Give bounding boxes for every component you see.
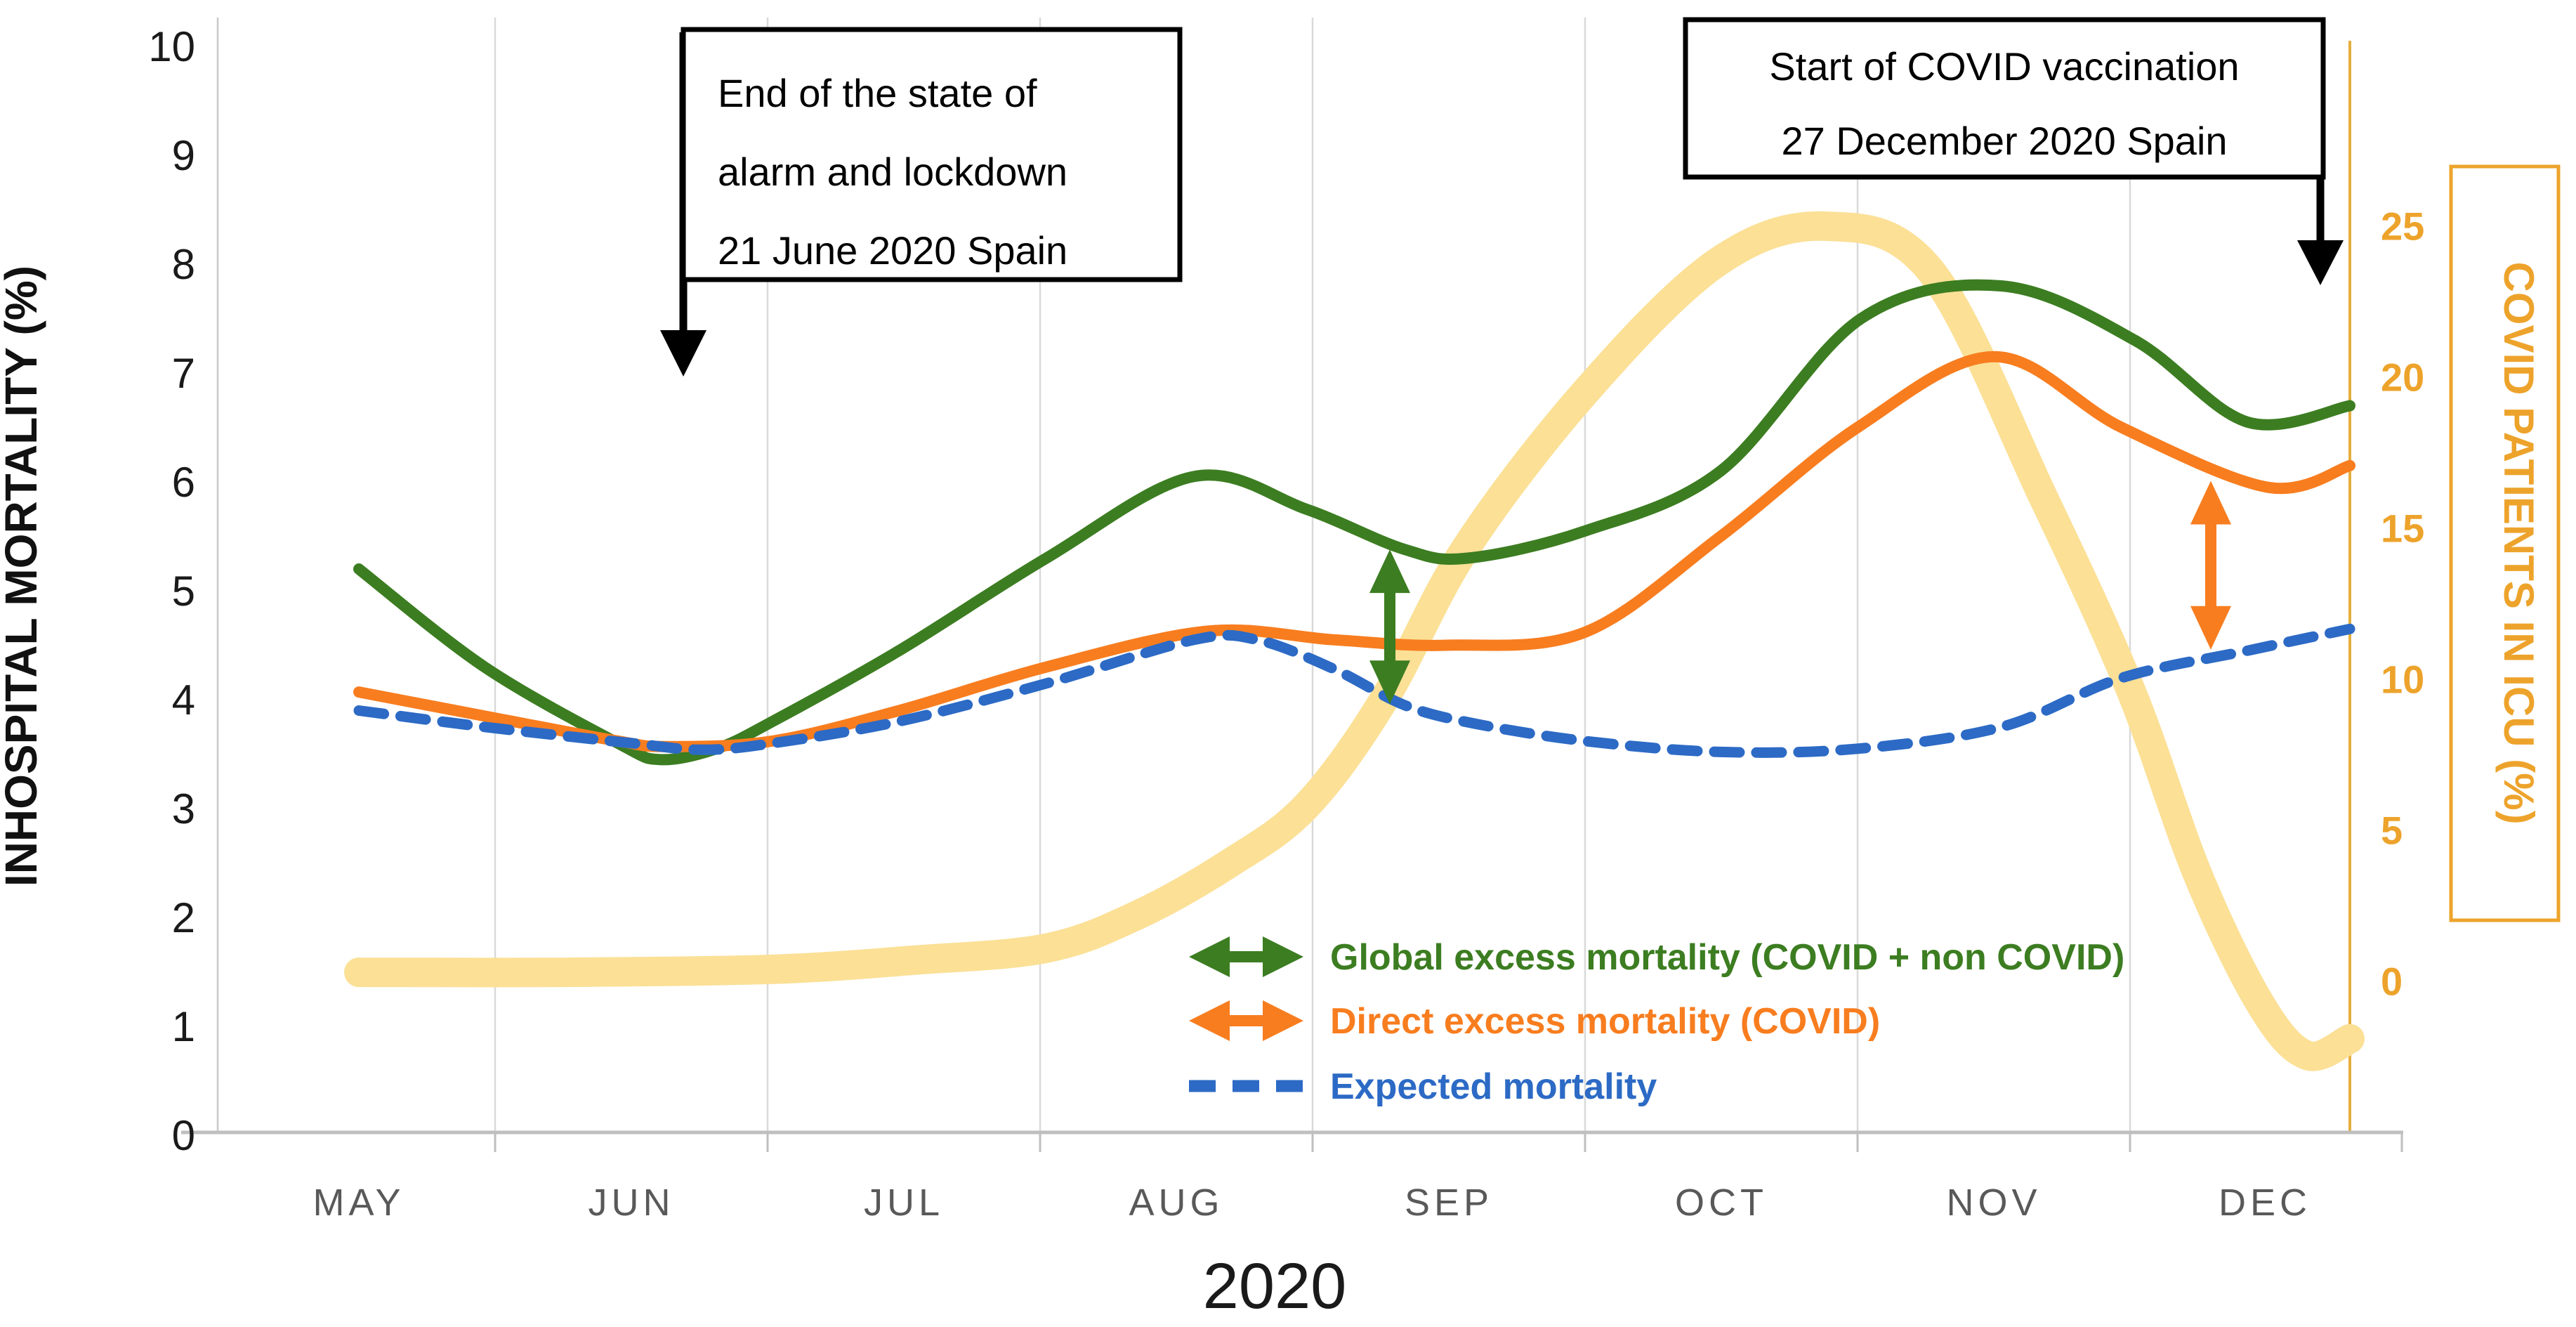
vaccination-annotation-box [1683,17,2326,180]
legend-label-direct: Direct excess mortality (COVID) [1330,1001,1880,1042]
icu-patients-line [344,211,2365,1071]
global-excess-gap-arrow [1369,549,1410,705]
left-axis-tick-label: 2 [172,894,195,941]
month-label: SEP [1405,1182,1493,1224]
direct-excess-gap-arrow [2190,481,2231,650]
right-axis-tick-label: 25 [2381,204,2424,249]
global-excess-mortality-line [353,279,2355,766]
month-label: MAY [313,1182,405,1224]
down-arrow-icon [660,330,707,377]
annotation-vaccination: Start of COVID vaccination 27 December 2… [1683,17,2344,285]
direct-excess-mortality-line [353,351,2355,752]
left-axis-tick-label: 8 [172,241,195,288]
expected-mortality-line [353,623,2355,758]
vaccination-annotation-line2: 27 December 2020 Spain [1781,119,2227,163]
right-axis-tick-labels: 0 5 10 15 20 25 [2381,204,2424,1004]
x-axis-ticks [494,1132,2403,1152]
double-arrow-icon [1189,1000,1303,1041]
month-label: OCT [1675,1182,1768,1224]
excess-gap-arrows [1369,481,2231,705]
left-axis-tick-label: 10 [148,23,195,70]
month-label: AUG [1129,1182,1223,1224]
lockdown-annotation-line2: alarm and lockdown [718,150,1067,194]
left-axis-tick-labels: 0 1 2 3 4 5 6 7 8 9 10 [148,23,195,1159]
right-axis-tick-label: 0 [2381,960,2403,1004]
lockdown-annotation-line1: End of the state of [718,71,1037,115]
right-axis-title: COVID PATIENTS IN ICU (%) [2495,261,2542,824]
lockdown-annotation-line3: 21 June 2020 Spain [718,228,1067,273]
left-axis-tick-label: 6 [172,459,195,506]
right-axis-tick-label: 15 [2381,506,2424,551]
year-label: 2020 [1203,1250,1347,1322]
month-label: JUN [589,1182,675,1224]
left-axis-title: INHOSPITAL MORTALITY (%) [0,266,46,887]
right-axis-tick-label: 5 [2381,809,2403,853]
left-axis-tick-label: 4 [172,676,195,724]
vaccination-annotation-line1: Start of COVID vaccination [1769,44,2239,89]
left-axis-tick-label: 5 [172,568,195,615]
left-axis-tick-label: 1 [172,1003,195,1050]
left-axis-tick-label: 3 [172,785,195,832]
month-labels: MAY JUN JUL AUG SEP OCT NOV DEC [313,1182,2311,1224]
right-axis-tick-label: 10 [2381,658,2424,702]
down-arrow-icon [2297,240,2344,285]
right-axis-title-box: COVID PATIENTS IN ICU (%) [2449,164,2561,922]
legend-label-global: Global excess mortality (COVID + non COV… [1330,937,2124,978]
left-axis-tick-label: 9 [172,132,195,179]
lockdown-annotation-box [681,27,1183,282]
annotation-lockdown: End of the state of alarm and lockdown 2… [660,27,1183,377]
double-arrow-icon [1189,936,1303,977]
legend: Global excess mortality (COVID + non COV… [1189,936,2124,1107]
right-axis-title-border [2449,164,2561,922]
month-label: NOV [1946,1182,2041,1224]
legend-label-expected: Expected mortality [1330,1066,1657,1107]
left-axis-tick-label: 7 [172,350,195,397]
right-axis-tick-label: 20 [2381,355,2424,400]
month-label: JUL [864,1182,944,1224]
month-label: DEC [2219,1182,2311,1224]
left-axis-tick-label: 0 [172,1112,195,1159]
